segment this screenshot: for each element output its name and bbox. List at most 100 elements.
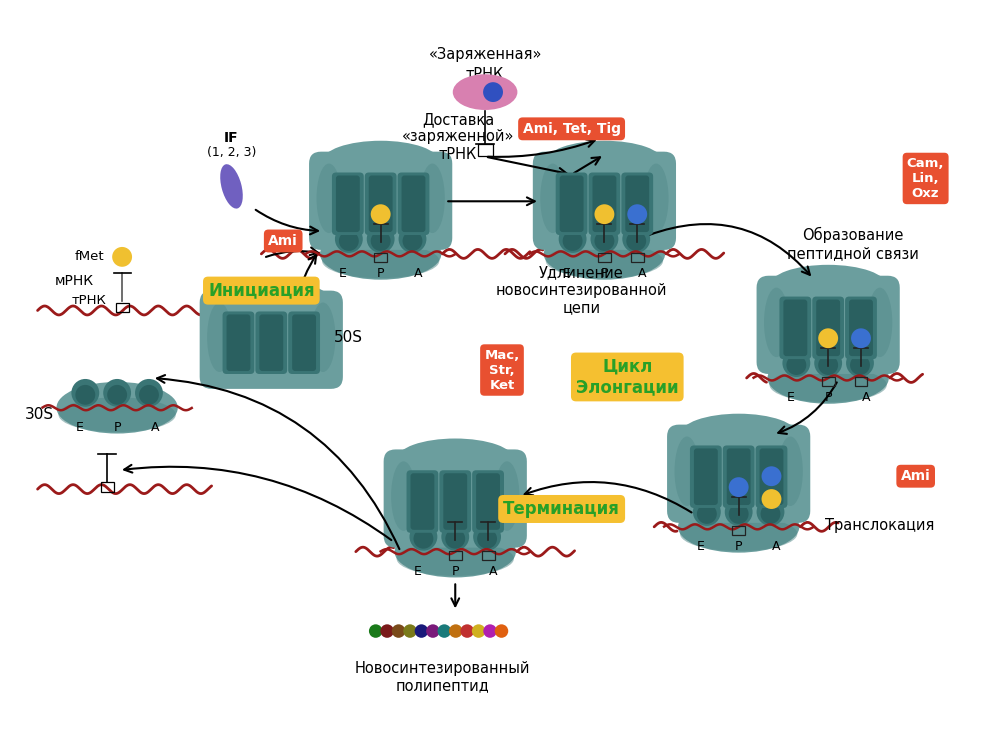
Text: Новосинтезированный
полипептид: Новосинтезированный полипептид xyxy=(355,661,530,694)
Ellipse shape xyxy=(367,225,395,253)
Text: Терминация: Терминация xyxy=(503,500,620,518)
Ellipse shape xyxy=(103,379,131,407)
Text: fMet: fMet xyxy=(75,250,104,264)
FancyBboxPatch shape xyxy=(812,297,844,359)
Circle shape xyxy=(426,624,440,638)
Ellipse shape xyxy=(546,141,663,183)
Circle shape xyxy=(369,624,382,638)
Ellipse shape xyxy=(680,516,797,551)
Text: P: P xyxy=(824,391,832,405)
FancyBboxPatch shape xyxy=(560,176,584,232)
Text: Ami: Ami xyxy=(901,469,931,484)
FancyBboxPatch shape xyxy=(592,176,616,232)
Text: P: P xyxy=(735,540,742,554)
Circle shape xyxy=(392,624,405,638)
Circle shape xyxy=(762,489,781,509)
FancyBboxPatch shape xyxy=(723,446,755,508)
Ellipse shape xyxy=(445,529,465,548)
Ellipse shape xyxy=(559,225,587,253)
Circle shape xyxy=(371,204,391,224)
Ellipse shape xyxy=(135,379,163,407)
Text: E: E xyxy=(414,565,421,578)
Ellipse shape xyxy=(782,349,810,377)
Text: (1, 2, 3): (1, 2, 3) xyxy=(207,145,256,159)
Ellipse shape xyxy=(697,504,717,524)
FancyBboxPatch shape xyxy=(365,173,397,235)
FancyBboxPatch shape xyxy=(556,173,588,235)
Text: 50S: 50S xyxy=(334,330,363,345)
FancyBboxPatch shape xyxy=(589,173,620,235)
FancyBboxPatch shape xyxy=(223,311,254,374)
Ellipse shape xyxy=(391,461,416,530)
Ellipse shape xyxy=(139,385,159,405)
Text: мРНК: мРНК xyxy=(55,273,94,288)
Ellipse shape xyxy=(850,355,870,375)
Text: Цикл
Элонгации: Цикл Элонгации xyxy=(576,358,679,396)
Ellipse shape xyxy=(403,231,422,251)
Ellipse shape xyxy=(818,355,838,375)
FancyBboxPatch shape xyxy=(845,297,877,359)
Ellipse shape xyxy=(410,523,437,551)
Text: P: P xyxy=(377,267,384,280)
Circle shape xyxy=(851,329,871,348)
Bar xyxy=(116,302,129,312)
FancyBboxPatch shape xyxy=(288,311,320,374)
Ellipse shape xyxy=(846,349,874,377)
Bar xyxy=(374,253,387,262)
Bar xyxy=(449,551,462,560)
Ellipse shape xyxy=(397,439,514,481)
Ellipse shape xyxy=(75,385,95,405)
Ellipse shape xyxy=(495,461,519,530)
Ellipse shape xyxy=(540,164,565,233)
FancyBboxPatch shape xyxy=(292,314,316,371)
Text: 30S: 30S xyxy=(25,408,54,422)
Circle shape xyxy=(460,624,474,638)
Bar xyxy=(732,527,745,535)
FancyBboxPatch shape xyxy=(533,152,676,250)
FancyBboxPatch shape xyxy=(402,176,425,232)
FancyBboxPatch shape xyxy=(384,449,527,548)
FancyBboxPatch shape xyxy=(476,473,500,530)
FancyBboxPatch shape xyxy=(621,173,653,235)
Bar xyxy=(631,253,644,262)
Ellipse shape xyxy=(546,244,663,278)
FancyBboxPatch shape xyxy=(756,446,787,508)
Ellipse shape xyxy=(693,498,721,526)
Text: Инициация: Инициация xyxy=(208,282,315,299)
FancyBboxPatch shape xyxy=(760,448,783,505)
Ellipse shape xyxy=(814,349,842,377)
Text: E: E xyxy=(697,540,705,554)
Ellipse shape xyxy=(675,437,699,506)
Text: Ami, Tet, Tig: Ami, Tet, Tig xyxy=(523,122,621,136)
Circle shape xyxy=(483,624,497,638)
FancyBboxPatch shape xyxy=(779,297,811,359)
Text: A: A xyxy=(772,540,781,554)
Ellipse shape xyxy=(322,141,439,183)
Bar xyxy=(478,144,493,156)
Text: E: E xyxy=(339,267,347,280)
FancyBboxPatch shape xyxy=(849,299,873,356)
Ellipse shape xyxy=(644,164,669,233)
Text: тРНК: тРНК xyxy=(71,294,106,307)
FancyBboxPatch shape xyxy=(411,473,434,530)
Circle shape xyxy=(594,204,614,224)
Bar xyxy=(598,253,611,262)
FancyBboxPatch shape xyxy=(200,291,343,389)
Text: «Заряженная»: «Заряженная» xyxy=(428,48,542,63)
FancyBboxPatch shape xyxy=(332,173,364,235)
Ellipse shape xyxy=(594,231,614,251)
Circle shape xyxy=(483,82,503,102)
FancyBboxPatch shape xyxy=(439,470,471,533)
Text: A: A xyxy=(638,267,646,280)
Circle shape xyxy=(415,624,428,638)
Text: Удлинение
новосинтезированной
цепи: Удлинение новосинтезированной цепи xyxy=(496,266,667,316)
FancyBboxPatch shape xyxy=(369,176,393,232)
Ellipse shape xyxy=(764,288,789,357)
Text: Mac,
Str,
Ket: Mac, Str, Ket xyxy=(484,349,520,392)
Ellipse shape xyxy=(768,352,889,404)
Ellipse shape xyxy=(867,288,892,357)
Bar xyxy=(822,378,835,387)
Ellipse shape xyxy=(213,279,330,321)
FancyBboxPatch shape xyxy=(783,299,807,356)
Ellipse shape xyxy=(769,264,887,306)
